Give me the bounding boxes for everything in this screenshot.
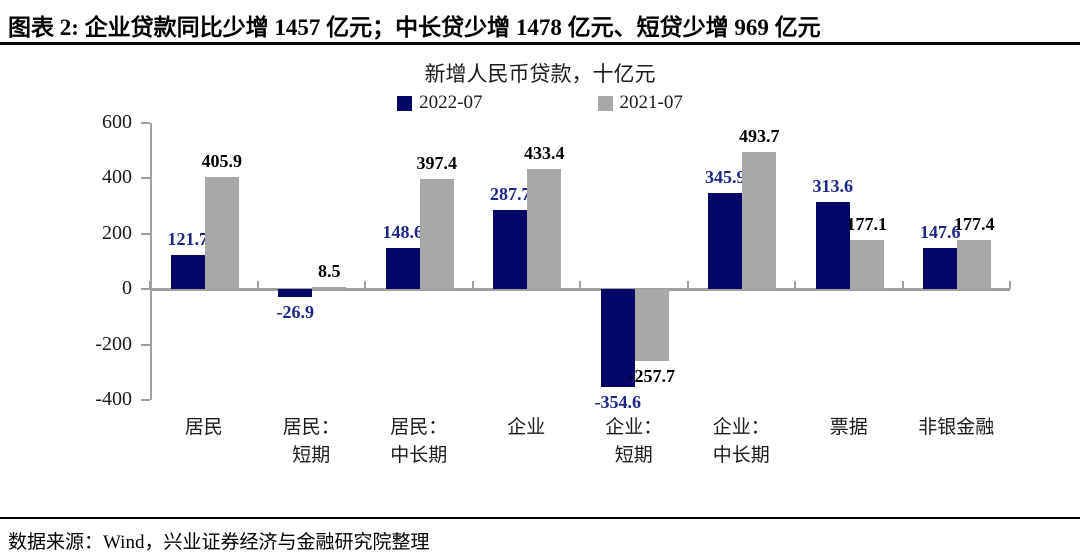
bar-2022-07-非银金融: [923, 248, 958, 290]
bar-value-label: 177.1: [846, 214, 888, 235]
bar-value-label: 397.4: [416, 153, 458, 174]
bar-value-label: -257.7: [628, 365, 676, 386]
category-axis-tick: [901, 281, 904, 290]
category-axis-tick: [579, 281, 581, 290]
bar-2022-07-居民：中长期: [385, 248, 420, 290]
bar-2022-07-企业: [493, 209, 528, 290]
legend-item-2022-07: 2022-07: [397, 92, 483, 114]
bar-value-label: 121.7: [167, 229, 209, 250]
bar-2021-07-居民: [204, 176, 239, 290]
chart-title: 新增人民币贷款，十亿元: [424, 62, 656, 86]
bar-2021-07-企业：短期: [634, 289, 669, 361]
bar-value-label: 177.4: [954, 214, 995, 235]
y-axis-tick-label: -200: [95, 332, 132, 355]
y-axis-line: [150, 123, 152, 400]
category-label: 企业： 短期: [605, 417, 663, 466]
category-label: 居民: [184, 417, 223, 438]
y-axis-tick-label: 0: [122, 277, 132, 300]
category-axis-tick: [149, 281, 151, 290]
y-axis-tick: [141, 288, 150, 291]
x-axis-baseline: [150, 288, 1010, 292]
category-label: 居民： 短期: [282, 417, 340, 466]
legend-label: 2022-07: [419, 92, 483, 113]
y-axis-tick: [141, 399, 150, 401]
category-axis-tick: [794, 281, 796, 290]
legend-swatch-2022-07: [397, 95, 413, 111]
y-axis-tick: [141, 122, 150, 124]
bar-2021-07-居民：中长期: [419, 179, 454, 290]
category-label: 居民： 中长期: [390, 417, 448, 466]
figure-title: 图表 2: 企业贷款同比少增 1457 亿元；中长贷少增 1478 亿元、短贷少…: [8, 15, 821, 40]
bar-value-label: 8.5: [318, 260, 341, 281]
legend-label: 2021-07: [619, 92, 683, 113]
y-axis-tick: [141, 232, 150, 235]
bar-value-label: -26.9: [276, 301, 315, 322]
category-label: 票据: [829, 417, 868, 438]
bar-chart-plot-area: 600 400 200 0 -200 -400 121.7 -26.9 148.6 287.7 -3…: [95, 111, 1011, 466]
bar-2021-07-票据: [849, 240, 884, 290]
footer-divider: [0, 517, 1080, 519]
data-source-note: 数据来源：Wind，兴业证券经济与金融研究院整理: [8, 532, 430, 553]
bar-value-label: 287.7: [490, 183, 531, 204]
bar-2022-07-企业：中长期: [708, 193, 743, 290]
y-axis-tick-label: 400: [102, 166, 132, 189]
y-axis-tick: [141, 343, 150, 346]
category-axis-tick: [364, 281, 366, 290]
bar-2021-07-企业：中长期: [742, 152, 777, 290]
bar-value-label: 433.4: [524, 143, 565, 164]
category-label: 企业： 中长期: [712, 417, 770, 466]
category-label: 企业: [507, 417, 546, 438]
title-underline: [0, 42, 1080, 45]
bar-value-label: 148.6: [382, 222, 424, 243]
bar-2022-07-居民：短期: [278, 289, 313, 297]
category-axis-tick: [1009, 281, 1011, 290]
bar-value-label: 313.6: [812, 176, 854, 197]
category-axis-tick: [471, 281, 474, 290]
bar-value-label: 405.9: [201, 150, 243, 171]
bar-2022-07-票据: [815, 202, 850, 290]
y-axis-tick: [141, 177, 150, 180]
y-axis-tick-label: -400: [95, 388, 132, 410]
bar-2021-07-企业: [527, 169, 562, 290]
bar-value-label: 147.6: [920, 222, 961, 243]
legend-item-2021-07: 2021-07: [597, 92, 683, 114]
category-axis-tick: [686, 281, 689, 290]
chart-legend: 2022-07 2021-07: [0, 92, 1080, 114]
category-label: 非银金融: [918, 417, 995, 438]
legend-swatch-2021-07: [597, 95, 613, 111]
category-axis-tick: [256, 281, 259, 290]
bar-2022-07-居民: [170, 255, 205, 290]
bar-2022-07-企业：短期: [600, 289, 635, 388]
bar-value-label: -354.6: [594, 392, 642, 413]
y-axis-tick-label: 600: [102, 111, 132, 133]
bar-value-label: 345.9: [705, 167, 746, 188]
bar-2021-07-居民：短期: [312, 286, 347, 290]
bar-value-label: 493.7: [739, 126, 780, 147]
y-axis-tick-label: 200: [102, 221, 132, 244]
bar-2021-07-非银金融: [957, 240, 992, 290]
